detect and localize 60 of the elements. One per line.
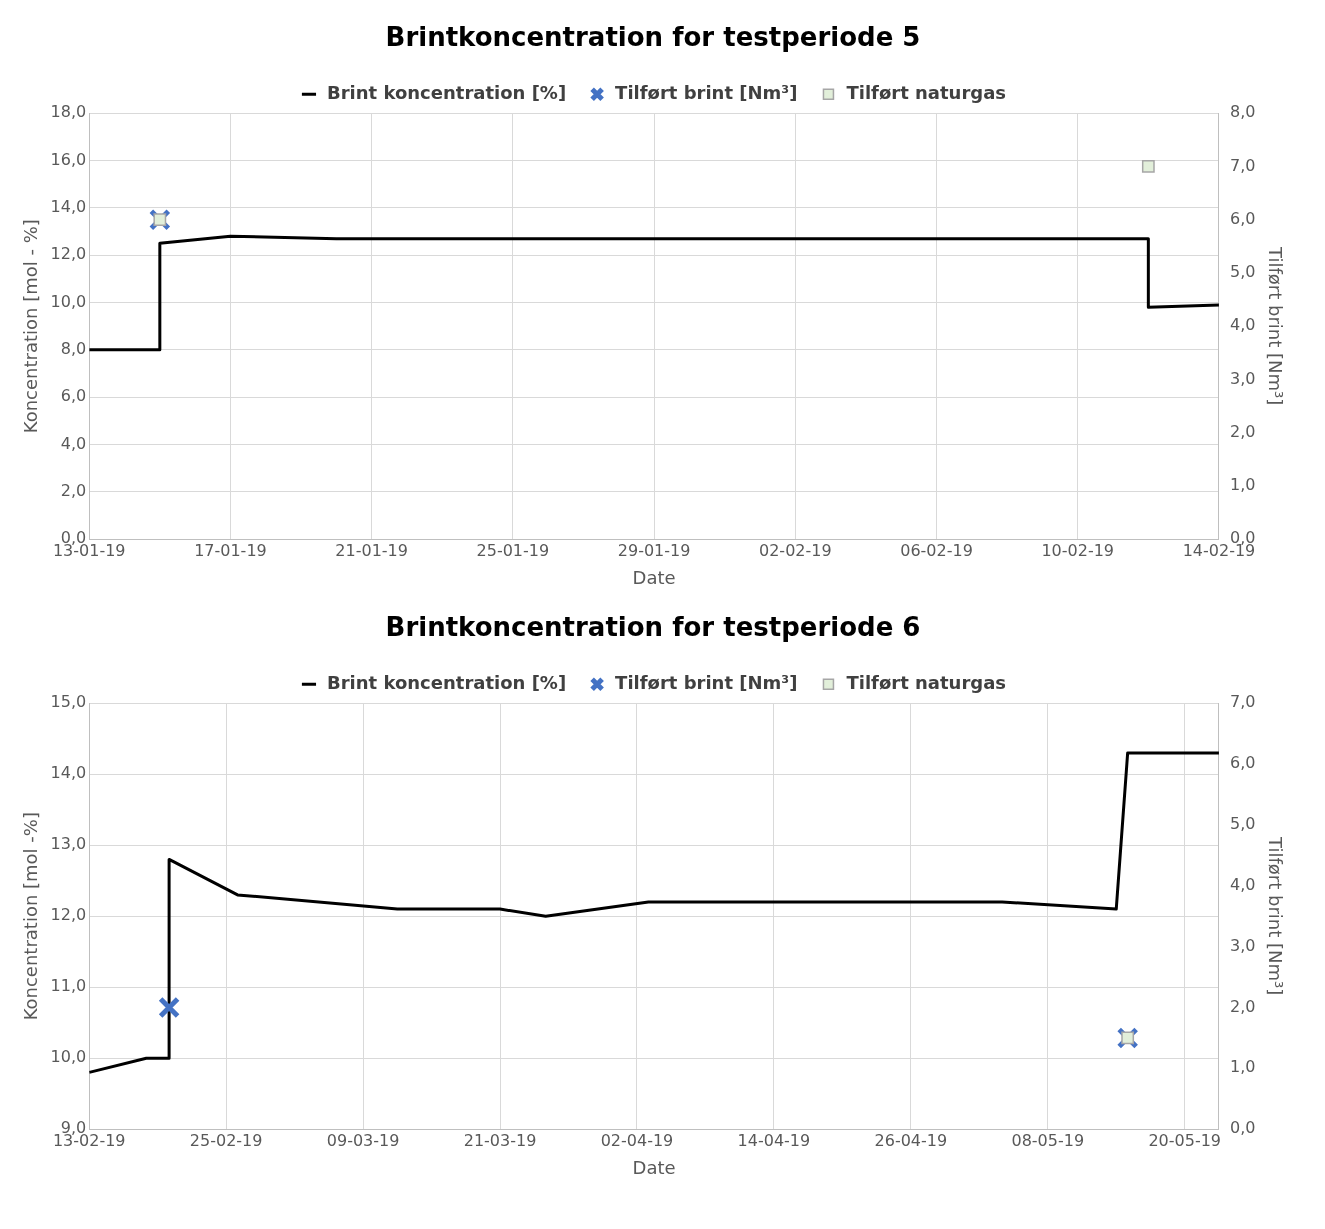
legend-label: Tilført naturgas — [846, 81, 1007, 103]
x-tick-label: 14-04-19 — [737, 1130, 811, 1150]
x-tick-label: 06-02-19 — [900, 540, 973, 560]
x-tick-label: 02-04-19 — [600, 1130, 674, 1150]
y2-tick-label: 1,0 — [1229, 1057, 1256, 1077]
y-tick-label: 12,0 — [50, 244, 87, 264]
x-axis-title: Date — [632, 1156, 676, 1178]
y-tick-label: 12,0 — [50, 905, 87, 925]
x-tick-label: 25-02-19 — [189, 1130, 263, 1150]
legend-label: Tilført brint [Nm³] — [615, 81, 798, 103]
y-tick-label: 16,0 — [50, 149, 87, 169]
y-tick-label: 2,0 — [60, 481, 87, 501]
x-tick-label: 21-01-19 — [335, 540, 408, 560]
y2-tick-label: 2,0 — [1229, 996, 1256, 1016]
x-axis-title: Date — [632, 566, 676, 588]
y2-axis-title: Tilført brint [Nm³] — [1264, 836, 1286, 996]
y2-tick-label: 3,0 — [1229, 368, 1256, 388]
y2-tick-label: 4,0 — [1229, 874, 1256, 894]
y-tick-label: 8,0 — [60, 339, 87, 359]
y2-tick-label: 6,0 — [1229, 208, 1256, 228]
y2-tick-label: 2,0 — [1229, 421, 1256, 441]
y-tick-label: 10,0 — [50, 1047, 87, 1067]
y2-tick-label: 5,0 — [1229, 262, 1256, 282]
legend-label: Brint koncentration [%] — [326, 81, 567, 103]
legend-label: Tilført brint [Nm³] — [615, 671, 798, 693]
y2-tick-label: 6,0 — [1229, 753, 1256, 773]
y2-tick-label: 8,0 — [1229, 102, 1256, 122]
y-axis-title: Koncentration [mol - %] — [20, 219, 42, 434]
x-tick-label: 20-05-19 — [1148, 1130, 1222, 1150]
x-tick-label: 08-05-19 — [1011, 1130, 1085, 1150]
y2-axis-title: Tilført brint [Nm³] — [1264, 246, 1286, 406]
y2-tick-label: 7,0 — [1229, 155, 1256, 175]
y-tick-label: 14,0 — [50, 197, 87, 217]
y-tick-label: 6,0 — [60, 386, 87, 406]
legend-label: Tilført naturgas — [846, 671, 1007, 693]
y2-tick-label: 5,0 — [1229, 814, 1256, 834]
y-tick-label: 4,0 — [60, 433, 87, 453]
y-tick-label: 10,0 — [50, 291, 87, 311]
y2-tick-label: 3,0 — [1229, 935, 1256, 955]
y-tick-label: 18,0 — [50, 102, 87, 122]
y2-tick-label: 1,0 — [1229, 475, 1256, 495]
y-axis-title: Koncentration [mol -%] — [20, 812, 42, 1021]
x-tick-label: 09-03-19 — [326, 1130, 400, 1150]
y-tick-label: 13,0 — [50, 834, 87, 854]
y-tick-label: 14,0 — [50, 763, 87, 783]
x-tick-label: 25-01-19 — [476, 540, 550, 560]
y2-tick-label: 7,0 — [1229, 692, 1256, 712]
y-tick-label: 15,0 — [50, 692, 87, 712]
legend-label: Brint koncentration [%] — [326, 671, 567, 693]
x-tick-label: 02-02-19 — [758, 540, 832, 560]
x-tick-label: 10-02-19 — [1041, 540, 1115, 560]
chart-title: Brintkoncentration for testperiode 5 — [385, 22, 921, 53]
x-tick-label: 21-03-19 — [463, 1130, 537, 1150]
x-tick-label: 29-01-19 — [617, 540, 691, 560]
y2-tick-label: 4,0 — [1229, 315, 1256, 335]
y-tick-label: 11,0 — [50, 976, 87, 996]
chart-title: Brintkoncentration for testperiode 6 — [385, 612, 921, 643]
x-tick-label: 26-04-19 — [874, 1130, 948, 1150]
x-tick-label: 17-01-19 — [194, 540, 267, 560]
y2-tick-label: 0,0 — [1229, 1118, 1256, 1138]
